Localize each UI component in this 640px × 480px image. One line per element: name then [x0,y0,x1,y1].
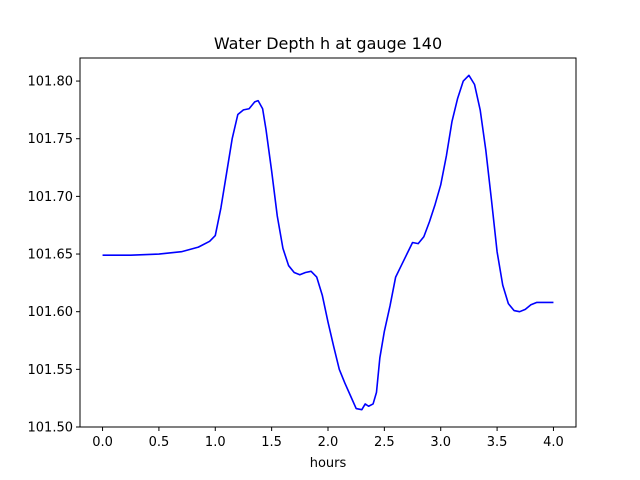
series-line-0 [102,74,554,411]
x-tick-label: 1.0 [205,435,226,450]
chart-title: Water Depth h at gauge 140 [214,34,442,53]
plot-area: 0.0 0.5 1.0 1.5 2.0 2.5 3.0 3.5 4.0 101.50 101.55 1… [28,57,577,450]
x-tick-label: 3.5 [487,435,508,450]
x-tick-label: 0.0 [92,435,113,450]
x-tick-label: 1.5 [261,435,282,450]
x-axis-label: hours [310,456,347,471]
y-tick-label: 101.70 [28,190,74,205]
y-tick-label: 101.80 [28,75,74,90]
x-tick-label: 2.0 [318,435,339,450]
x-tick-label: 2.5 [374,435,395,450]
y-tick-label: 101.55 [28,363,74,378]
y-tick-label: 101.50 [28,421,74,436]
x-tick-label: 3.0 [430,435,451,450]
y-tick-label: 101.65 [28,248,74,263]
y-tick-label: 101.75 [28,132,74,147]
y-tick-label: 101.60 [28,305,74,320]
x-tick-label: 4.0 [543,435,564,450]
x-tick-label: 0.5 [149,435,170,450]
